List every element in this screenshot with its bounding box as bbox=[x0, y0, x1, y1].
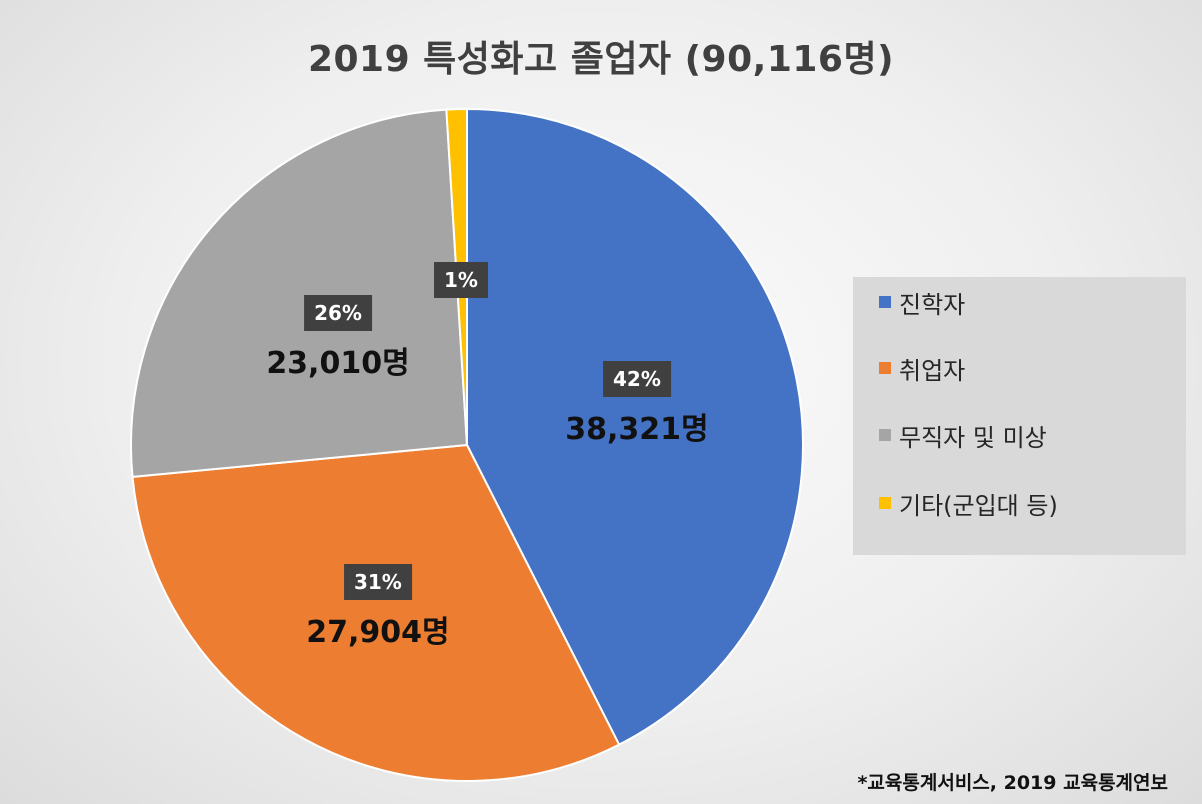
legend-swatch-employed bbox=[879, 362, 891, 374]
slice-unemployed bbox=[130, 108, 469, 478]
slice-employed bbox=[131, 443, 621, 782]
pct-label-employed: 31% bbox=[343, 563, 412, 600]
legend-swatch-other bbox=[879, 497, 891, 509]
pct-label-unemployed: 26% bbox=[304, 295, 372, 331]
legend-item-employed: 취업자 bbox=[879, 353, 966, 385]
count-label-enrolled: 38,321명 bbox=[565, 412, 709, 448]
chart-title: 2019 특성화고 졸업자 (90,116명) bbox=[307, 39, 895, 80]
pct-label-enrolled: 42% bbox=[602, 361, 671, 398]
legend-swatch-enrolled bbox=[879, 296, 891, 308]
slice-enrolled bbox=[466, 107, 804, 746]
legend-swatch-unemployed bbox=[879, 429, 891, 441]
legend-item-unemployed: 무직자 및 미상 bbox=[879, 420, 1047, 452]
legend-label-enrolled: 진학자 bbox=[899, 290, 966, 319]
legend-label-other: 기타(군입대 등) bbox=[899, 491, 1058, 520]
count-label-unemployed: 23,010명 bbox=[266, 346, 410, 381]
source-note: *교육통계서비스, 2019 교육통계연보 bbox=[857, 772, 1168, 794]
pie-slices bbox=[130, 107, 804, 782]
legend-item-enrolled: 진학자 bbox=[879, 287, 966, 319]
legend-item-other: 기타(군입대 등) bbox=[879, 488, 1058, 520]
legend-label-employed: 취업자 bbox=[899, 356, 966, 385]
legend-label-unemployed: 무직자 및 미상 bbox=[899, 423, 1047, 452]
count-label-employed: 27,904명 bbox=[306, 614, 450, 650]
pct-label-other: 1% bbox=[434, 262, 488, 298]
legend: 진학자 취업자 무직자 및 미상 기타(군입대 등) bbox=[853, 277, 1186, 555]
